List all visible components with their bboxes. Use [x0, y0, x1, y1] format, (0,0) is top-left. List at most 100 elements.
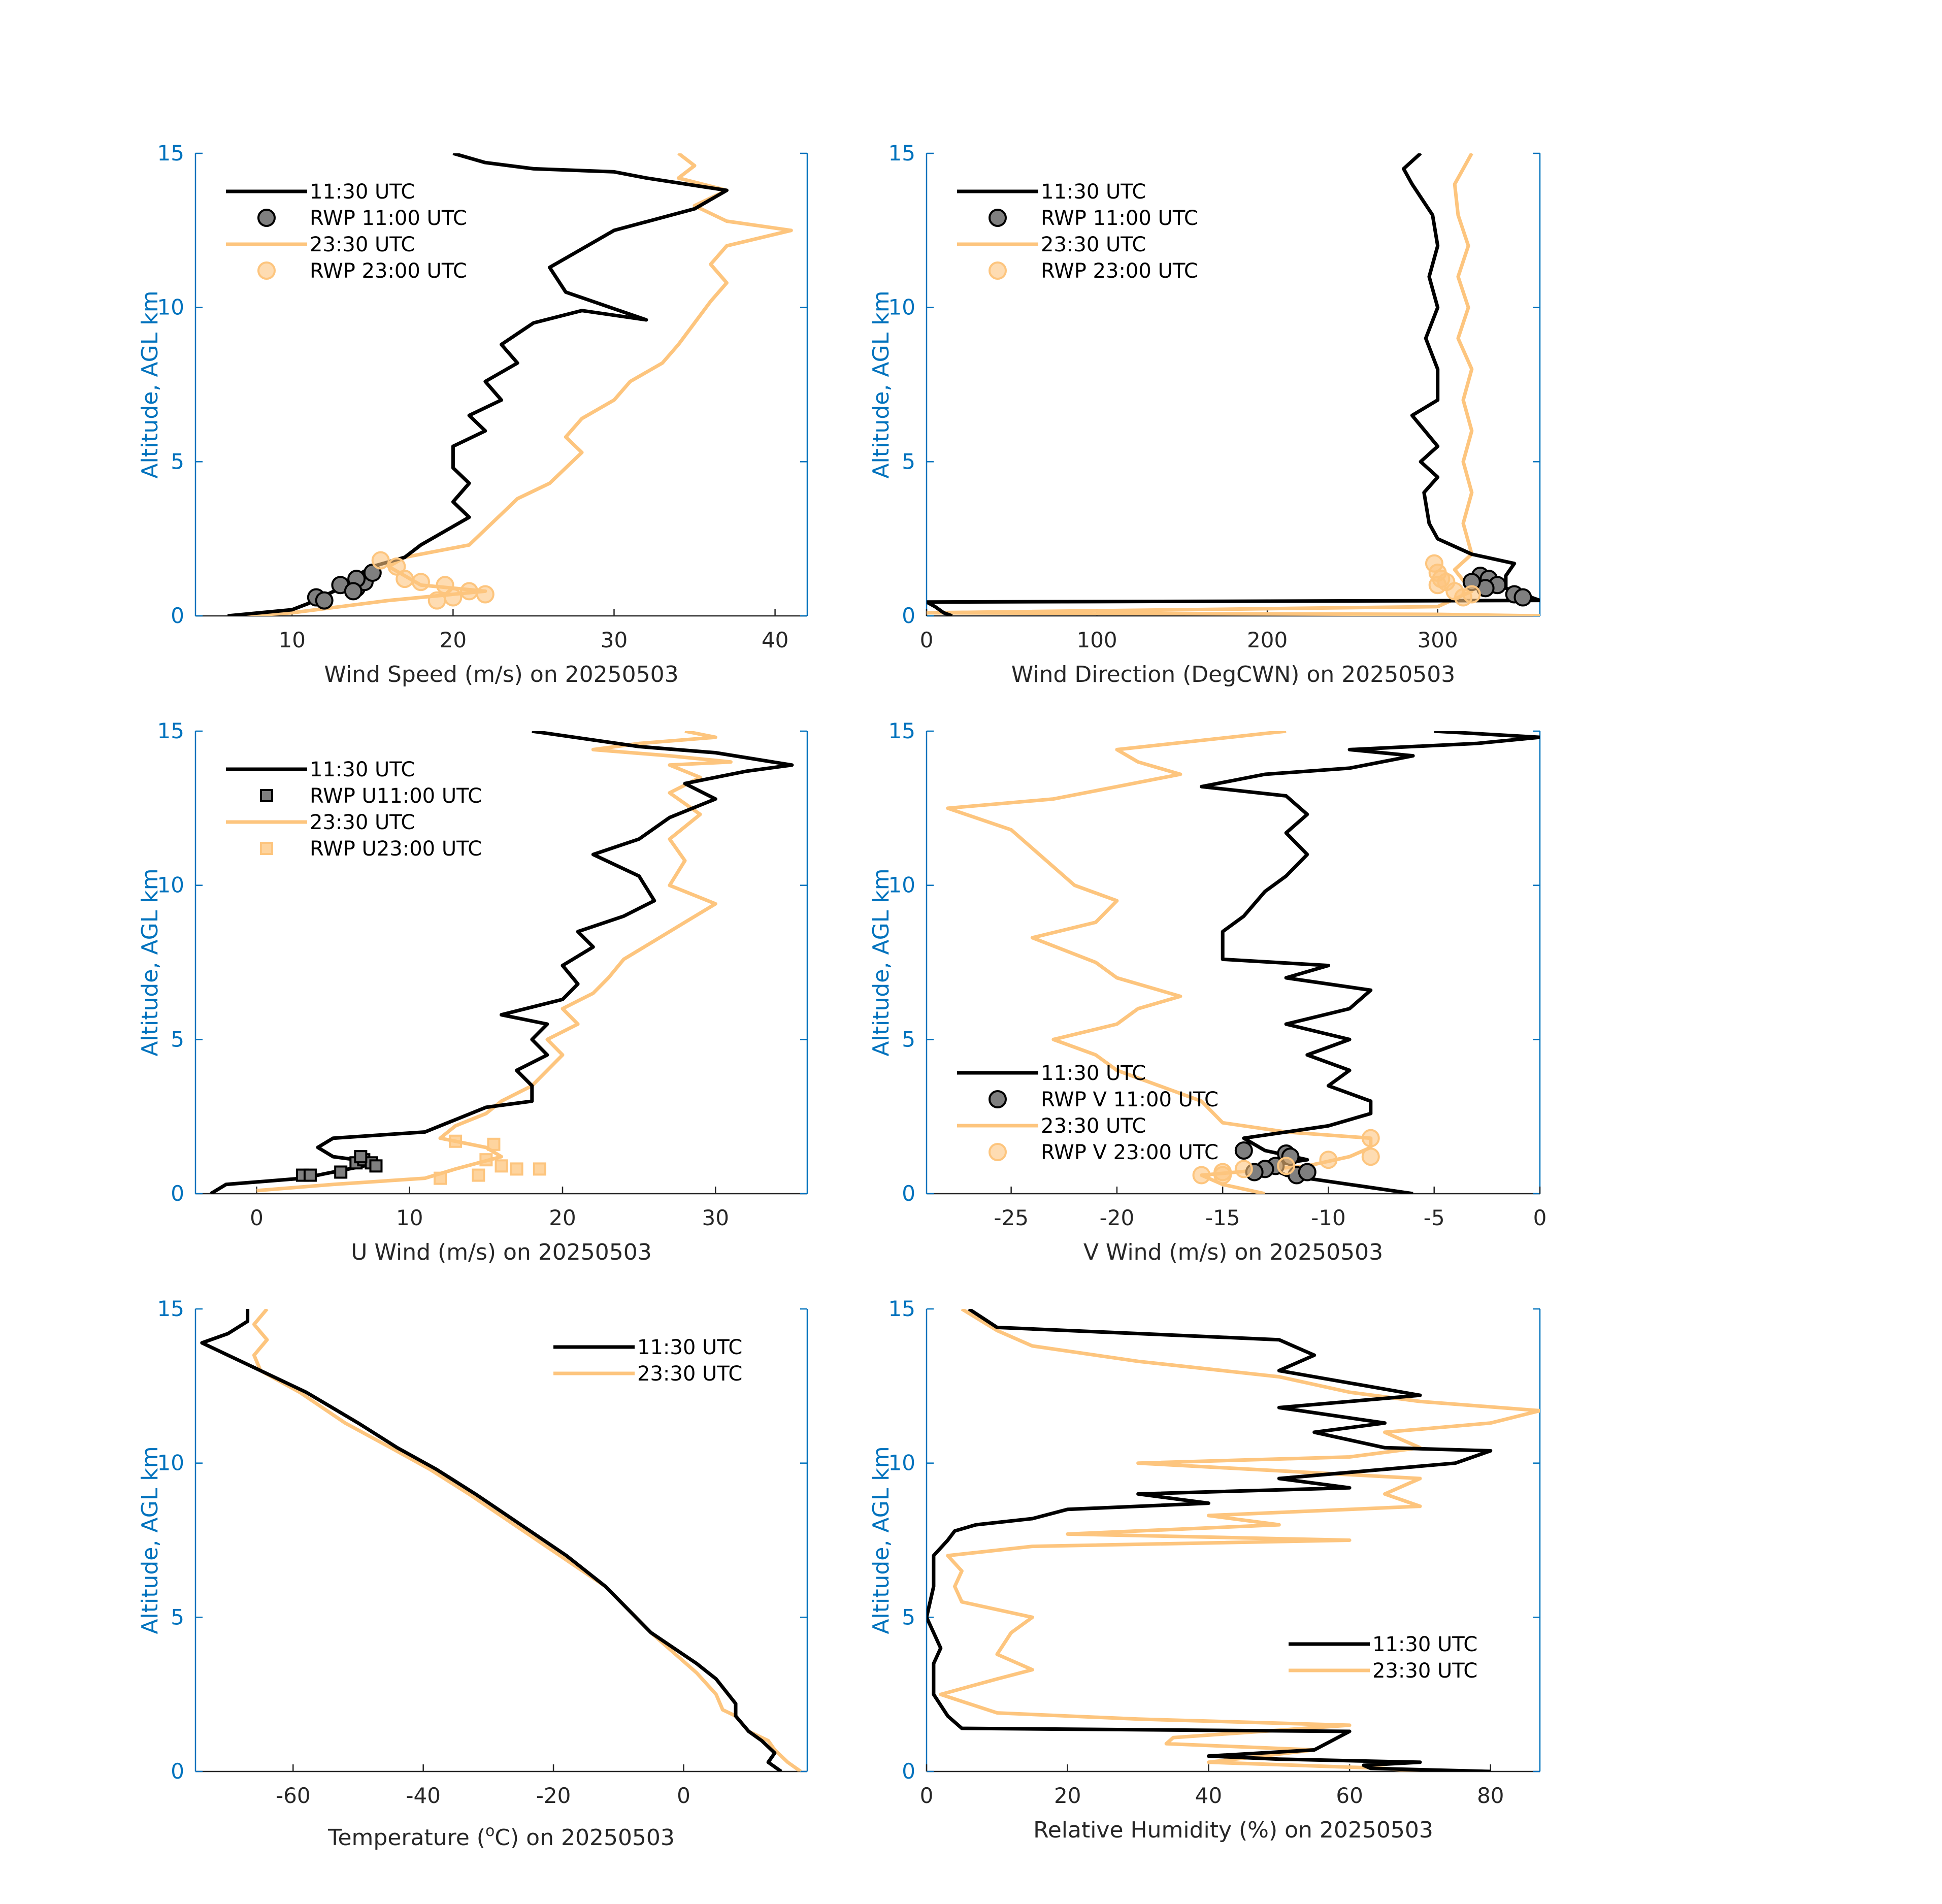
data-point	[371, 551, 390, 570]
plot-area	[927, 1309, 1540, 1771]
legend-label: RWP U23:00 UTC	[310, 837, 482, 861]
x-tick-label: 0	[677, 1783, 690, 1808]
data-point	[411, 573, 430, 592]
series-line-11-30-utc	[1200, 731, 1540, 1194]
x-tick-label: 0	[1533, 1205, 1547, 1230]
panel-wind-speed: 0 5 10 15 10 20 30 40 Altitude, AGL km Wind Speed…	[137, 141, 808, 687]
y-tick-label: 10	[157, 295, 184, 320]
plot-area	[946, 731, 1540, 1194]
legend-label: 23:30 UTC	[1041, 233, 1146, 256]
panel-relative-humidity: 0 5 10 15 0 20 40 60 80 Altitude, AGL km Relative …	[868, 1296, 1541, 1843]
x-tick-label: 40	[762, 628, 788, 652]
legend-swatch	[989, 1143, 1007, 1161]
legend-label: 23:30 UTC	[310, 811, 415, 834]
data-point	[315, 591, 334, 610]
y-tick-label: 10	[888, 1451, 915, 1475]
y-axis-label: Altitude, AGL km	[868, 868, 894, 1056]
data-point	[479, 1153, 493, 1167]
y-axis-label: Altitude, AGL km	[868, 1446, 894, 1634]
y-tick-label: 10	[157, 873, 184, 898]
data-point	[495, 1159, 508, 1173]
data-point	[434, 1171, 447, 1185]
y-tick-label: 5	[171, 1604, 184, 1629]
legend-label: 11:30 UTC	[637, 1336, 742, 1359]
x-tick-label: 0	[920, 1783, 934, 1808]
data-point	[1361, 1147, 1380, 1166]
y-tick-label: 5	[902, 449, 915, 474]
data-point	[354, 1150, 368, 1164]
data-point	[1319, 1151, 1338, 1169]
x-tick-label: 10	[279, 628, 306, 652]
data-point	[344, 582, 363, 601]
x-tick-label: -40	[406, 1783, 441, 1808]
y-tick-label: 0	[171, 1759, 184, 1784]
legend-label: 23:30 UTC	[1372, 1659, 1477, 1683]
legend-label: RWP 23:00 UTC	[310, 259, 467, 283]
x-tick-label: 30	[702, 1205, 729, 1230]
legend: 11:30 UTC RWP 11:00 UTC 23:30 UTC RWP 23:00…	[226, 180, 467, 283]
data-point	[1361, 1129, 1380, 1147]
y-tick-label: 5	[902, 1027, 915, 1052]
legend-swatch	[989, 261, 1007, 280]
data-point	[449, 1134, 463, 1148]
plot-area	[927, 153, 1540, 616]
legend-label: RWP V 23:00 UTC	[1041, 1141, 1219, 1164]
y-tick-label: 15	[157, 718, 184, 743]
legend-label: 11:30 UTC	[1041, 1062, 1146, 1085]
y-tick-label: 10	[888, 873, 915, 898]
series-line-23-30-utc	[927, 153, 1540, 616]
plot-area	[210, 731, 794, 1194]
x-tick-label: 60	[1336, 1783, 1363, 1808]
x-tick-label: 20	[549, 1205, 576, 1230]
x-tick-label: 300	[1418, 628, 1458, 652]
data-point	[460, 582, 479, 601]
x-tick-label: -60	[276, 1783, 311, 1808]
data-point	[1192, 1166, 1211, 1185]
legend-label: 11:30 UTC	[310, 180, 415, 204]
x-tick-label: 0	[250, 1205, 264, 1230]
data-point	[533, 1162, 546, 1176]
legend-label: RWP 11:00 UTC	[1041, 207, 1198, 230]
panel-wind-direction: 0 5 10 15 0 100 200 300 Altitude, AGL km Wind Dir…	[868, 141, 1541, 687]
y-tick-label: 15	[888, 718, 915, 743]
series-line-11-30-utc	[927, 153, 1540, 616]
data-point	[369, 1159, 383, 1173]
data-point	[472, 1168, 485, 1182]
legend-label: RWP 23:00 UTC	[1041, 259, 1198, 283]
legend: 11:30 UTC 23:30 UTC	[553, 1336, 742, 1386]
plot-area	[227, 153, 793, 616]
y-tick-label: 15	[157, 1296, 184, 1321]
x-tick-label: 80	[1477, 1783, 1504, 1808]
x-axis-label: Wind Speed (m/s) on 20250503	[324, 662, 678, 687]
y-tick-label: 5	[171, 1027, 184, 1052]
x-tick-label: -5	[1424, 1205, 1445, 1230]
x-axis-label: Relative Humidity (%) on 20250503	[1033, 1817, 1433, 1843]
legend-label: 23:30 UTC	[637, 1362, 742, 1386]
legend: 11:30 UTC 23:30 UTC	[1289, 1633, 1477, 1683]
y-axis-label: Altitude, AGL km	[868, 290, 894, 478]
y-tick-label: 0	[171, 1181, 184, 1206]
x-tick-label: 10	[396, 1205, 423, 1230]
series-line-11-30-utc	[200, 1309, 782, 1771]
legend-swatch	[989, 1090, 1007, 1108]
data-point	[1454, 588, 1472, 607]
data-point	[396, 570, 414, 588]
legend-label: 23:30 UTC	[310, 233, 415, 256]
panel-temperature: 0 5 10 15 -60 -40 -20 0 Altitude, AGL km Temperat…	[137, 1296, 808, 1851]
x-tick-label: 100	[1076, 628, 1117, 652]
plot-area	[200, 1309, 802, 1771]
x-tick-label: -15	[1205, 1205, 1240, 1230]
y-tick-label: 10	[888, 295, 915, 320]
x-tick-label: 30	[601, 628, 628, 652]
y-tick-label: 10	[157, 1451, 184, 1475]
x-axis-label: Wind Direction (DegCWN) on 20250503	[1011, 662, 1455, 687]
legend-label: RWP U11:00 UTC	[310, 784, 482, 808]
y-axis-label: Altitude, AGL km	[137, 290, 163, 478]
y-tick-label: 0	[171, 603, 184, 628]
legend: 11:30 UTC RWP U11:00 UTC 23:30 UTC RWP U23:…	[226, 758, 482, 861]
data-point	[1513, 588, 1532, 607]
y-tick-label: 15	[888, 1296, 915, 1321]
data-point	[427, 591, 446, 610]
panel-u-wind: 0 5 10 15 0 10 20 30 Altitude, AGL km U Wind (m/s…	[137, 718, 808, 1265]
